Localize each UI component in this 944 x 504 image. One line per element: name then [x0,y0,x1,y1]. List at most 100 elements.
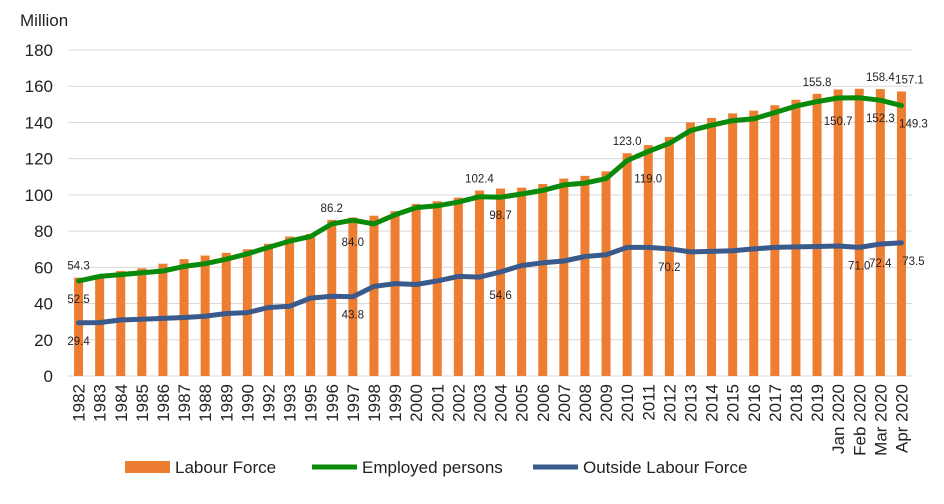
data-label: 149.3 [899,119,928,131]
x-tick-label: 2004 [492,384,511,422]
bar-labour-force [306,233,316,376]
bar-labour-force [812,93,822,376]
x-tick-label: 1984 [112,384,131,422]
x-tick-label: Mar 2020 [871,384,890,456]
data-label: 155.8 [803,77,832,89]
bar-labour-force [749,110,759,376]
x-tick-label: 1995 [302,384,321,422]
line-employed-persons [76,95,904,284]
x-tick-label: 1998 [365,384,384,422]
x-tick-label: 1987 [175,384,194,422]
x-tick-label: 2005 [513,384,532,422]
data-label: 52.5 [67,294,89,306]
bar-labour-force [496,188,506,376]
x-tick-label: Jan 2020 [829,384,848,454]
x-tick-label: 2009 [597,384,616,422]
bar-labour-force [474,190,484,376]
y-tick-label: 140 [25,113,53,132]
bar-labour-force [770,105,780,376]
y-tick-label: 100 [25,186,53,205]
data-label: 29.4 [67,336,90,348]
bar-labour-force [74,277,84,376]
data-label: 152.3 [866,113,895,125]
bar-labour-force [538,184,548,376]
x-tick-label: 1982 [70,384,89,422]
data-label: 84.0 [342,237,364,249]
bar-labour-force [664,136,674,376]
data-label: 43.8 [342,310,364,322]
bar-labour-force [854,88,864,376]
bar-labour-force [95,274,105,376]
y-tick-label: 60 [34,258,53,277]
data-label: 86.2 [321,203,343,215]
bar-labour-force [580,175,590,376]
bar-labour-force [622,153,632,376]
x-tick-label: 1997 [344,384,363,422]
x-tick-label: 1983 [91,384,110,422]
bar-labour-force [728,113,738,376]
data-label: 157.1 [895,74,924,86]
y-tick-label: 120 [25,150,53,169]
x-tick-label: 1999 [386,384,405,422]
x-tick-label: 2000 [407,384,426,422]
data-label: 73.5 [902,256,924,268]
x-tick-label: 1985 [133,384,152,422]
data-label: 150.7 [824,116,853,128]
x-tick-label: 2012 [660,384,679,422]
data-label: 123.0 [613,136,642,148]
x-tick-label: 2015 [724,384,743,422]
x-tick-label: 2008 [576,384,595,422]
x-tick-label: 1988 [196,384,215,422]
bar-labour-force [791,99,801,377]
bar-labour-force [896,91,906,377]
y-axis-unit-label: Million [20,11,68,30]
y-tick-label: 80 [34,222,53,241]
x-tick-label: 2017 [766,384,785,422]
data-label: 70.2 [658,262,680,274]
legend-label: Labour Force [175,458,276,477]
legend: Labour Force Employed persons Outside Labo… [125,458,747,477]
x-tick-label: 2018 [787,384,806,422]
data-label: 54.3 [67,261,89,273]
bar-labour-force [116,270,126,376]
x-tick-label: 2010 [618,384,637,422]
x-tick-label: 2003 [470,384,489,422]
bar-labour-force [411,203,421,376]
y-tick-label: 20 [34,331,53,350]
x-tick-label: 1992 [259,384,278,422]
x-tick-label: 1990 [238,384,257,422]
x-tick-label: 1996 [323,384,342,422]
y-tick-label: 160 [25,77,53,96]
data-label: 158.4 [866,72,895,84]
data-label: 71.0 [848,260,870,272]
x-tick-label: 2002 [449,384,468,422]
x-tick-label: 2014 [703,384,722,422]
bar-labour-force [559,178,569,376]
x-tick-label: 2011 [639,384,658,421]
x-tick-label: Apr 2020 [892,384,911,453]
data-label: 72.4 [869,258,892,270]
y-tick-label: 0 [44,367,53,386]
x-tick-label: 2006 [534,384,553,422]
bar-labour-force [875,89,885,377]
data-label: 98.7 [489,210,511,222]
legend-swatch-labour-force [125,461,170,473]
bar-labour-force [707,117,717,377]
legend-label: Outside Labour Force [583,458,747,477]
x-tick-label: 1989 [217,384,236,422]
bar-labour-force [601,171,611,376]
line-outside-labour-force [76,240,904,326]
bar-labour-force [137,268,147,376]
bar-labour-force [369,215,379,376]
data-label: 54.6 [489,290,511,302]
x-tick-label: 2016 [745,384,764,422]
x-tick-label: 1993 [281,384,300,422]
bar-labour-force [833,89,843,376]
bar-labour-force [517,187,527,376]
bar-labour-force [390,211,400,376]
bar-labour-force [432,201,442,376]
data-label: 102.4 [465,174,494,186]
x-tick-label: 2007 [555,384,574,422]
y-tick-label: 180 [25,41,53,60]
